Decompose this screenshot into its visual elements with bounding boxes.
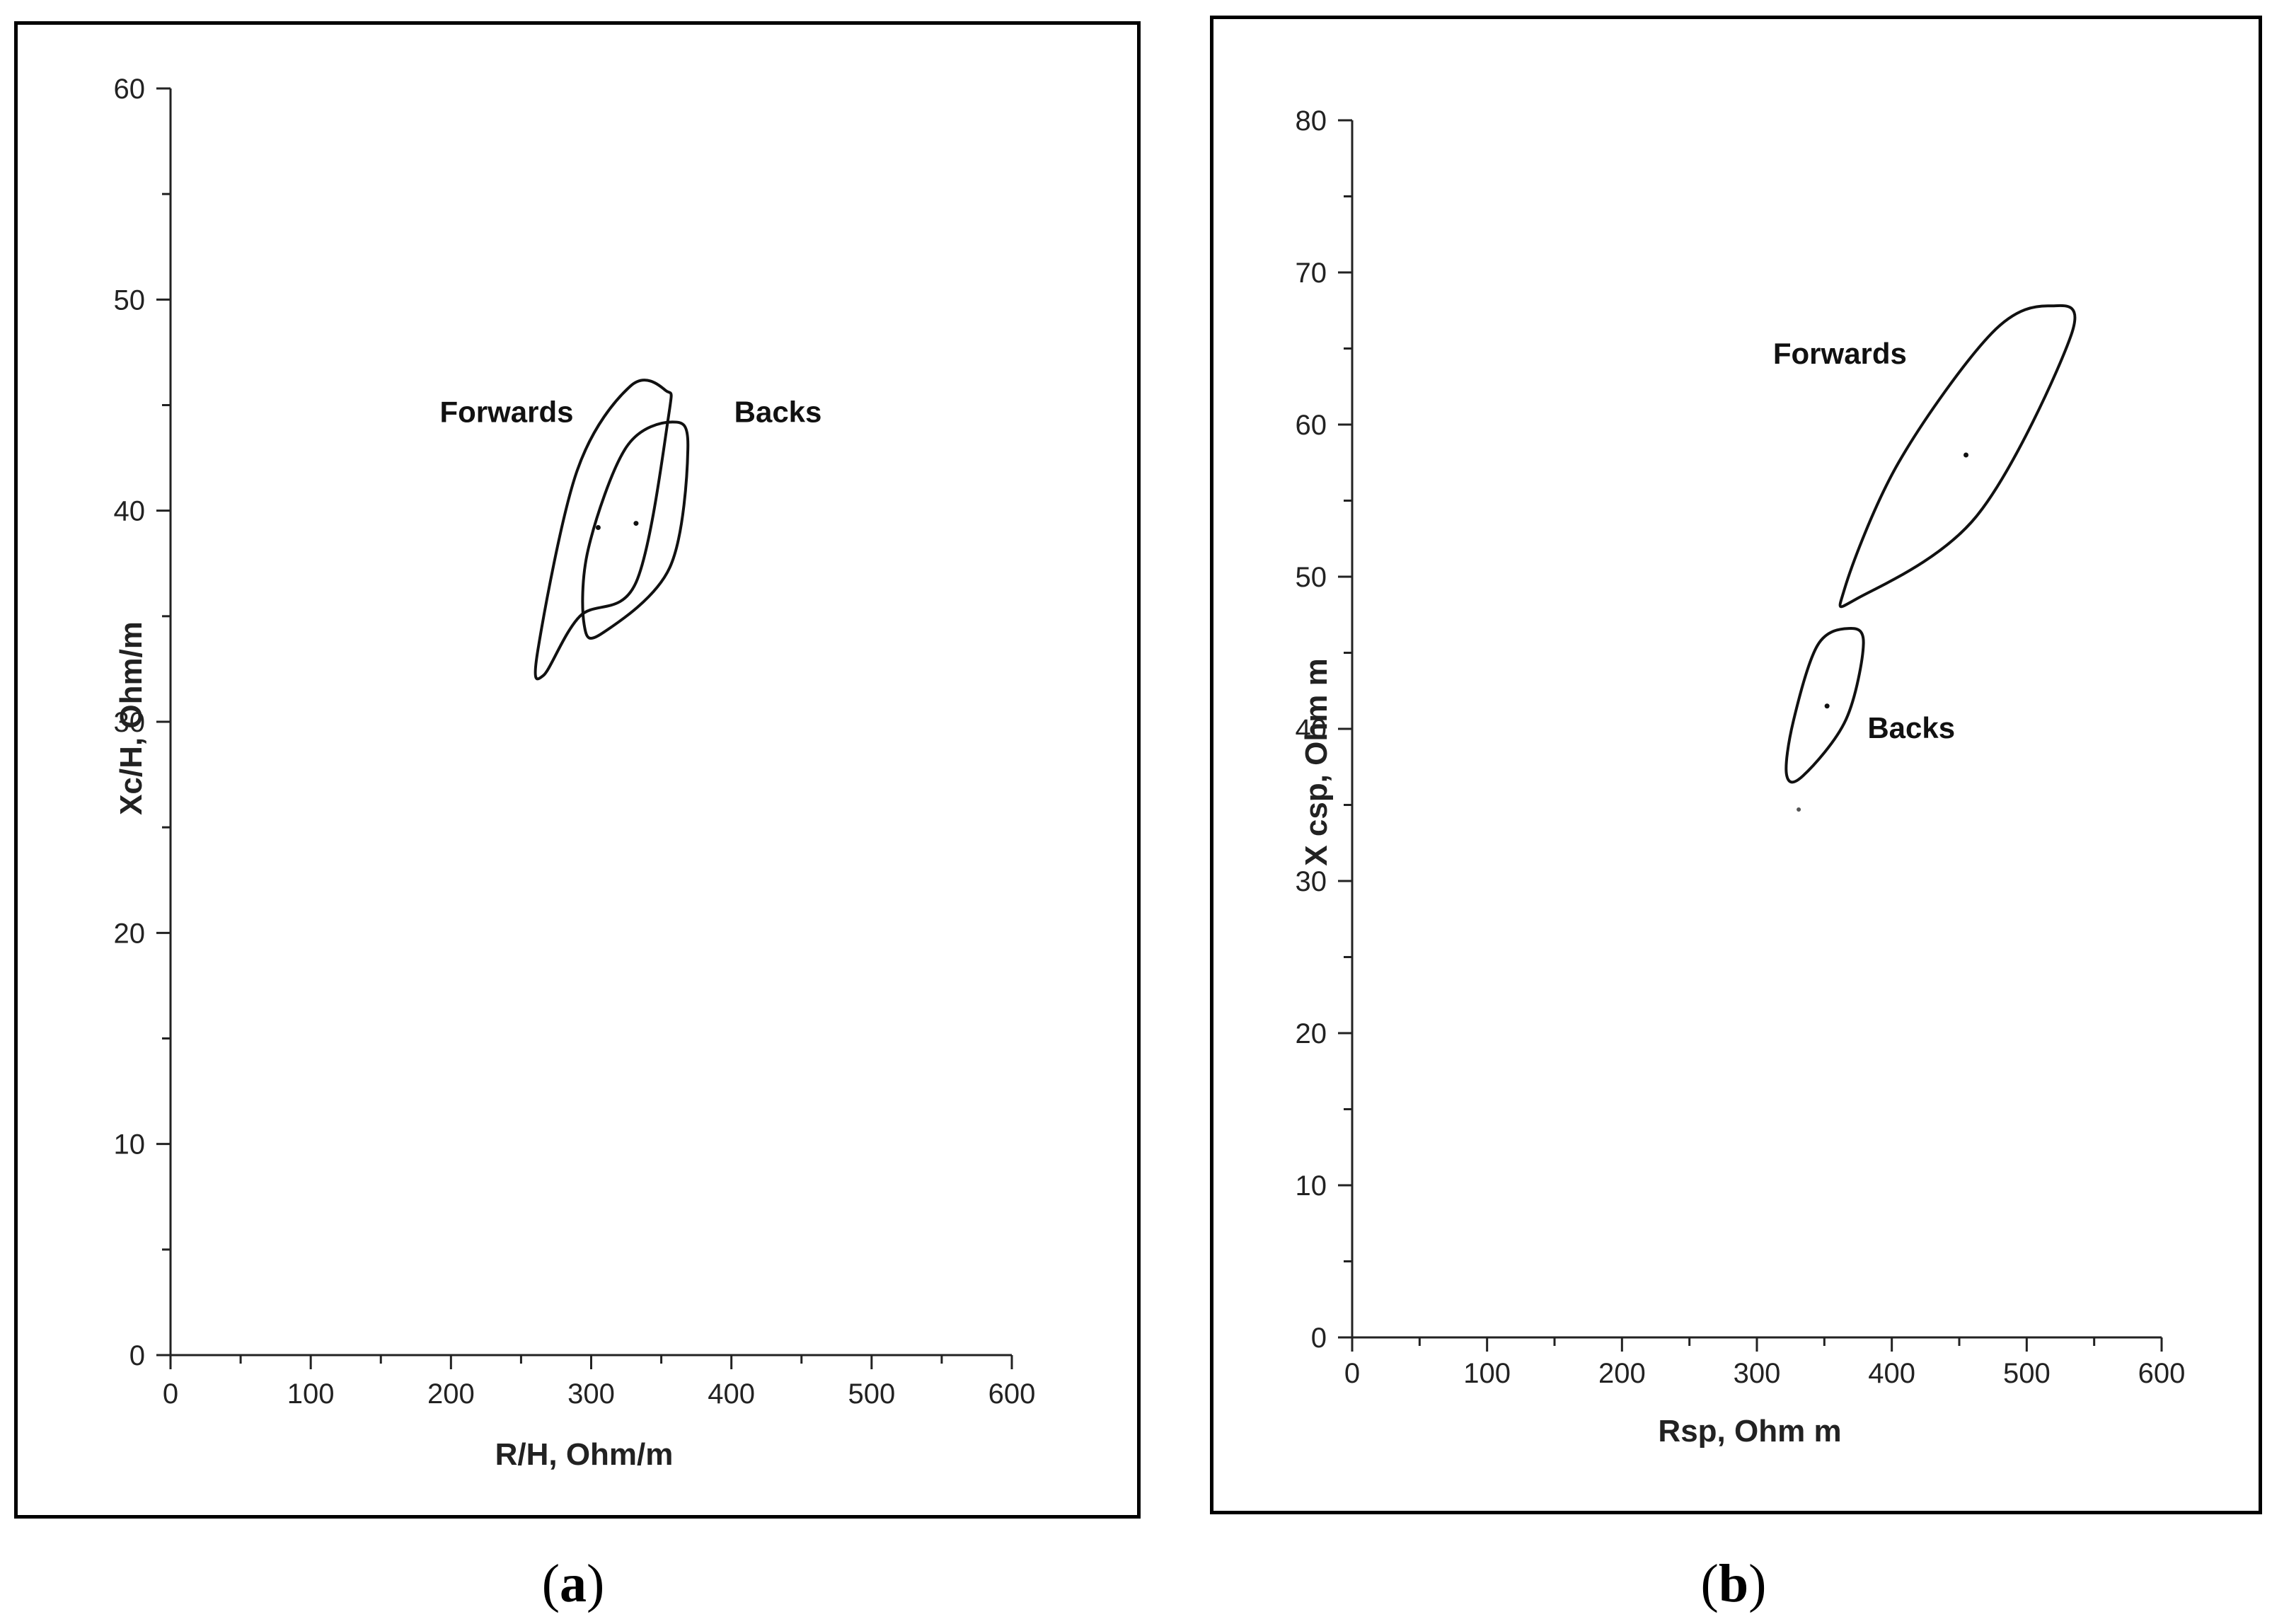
chart-a-x-tick-label: 500: [848, 1378, 895, 1410]
chart-a-x-tick-label: 400: [708, 1378, 755, 1410]
chart-b-y-axis-title: X csp, Ohm m: [1299, 658, 1334, 865]
chart-a-y-tick-label: 50: [114, 284, 146, 316]
chart-a-x-tick-label: 100: [287, 1378, 335, 1410]
chart-b-x-tick-label: 500: [2003, 1358, 2051, 1389]
chart-b-x-tick-label: 400: [1868, 1358, 1915, 1389]
chart-a-x-axis-title: R/H, Ohm/m: [495, 1437, 674, 1472]
chart-b-extra-point: [1797, 807, 1801, 812]
chart-b-backs-point: [1824, 703, 1830, 709]
chart-b-y-tick-label: 80: [1296, 105, 1327, 137]
chart-b-forwards-ellipse: [1838, 304, 2077, 609]
chart-panel-b: 0 10 20 30 40 50 60 70 80 0 100 200 300 400 500 600 Rsp,…: [1210, 16, 2262, 1514]
chart-a-forwards-label: Forwards: [439, 395, 573, 428]
chart-b-forwards-point: [1964, 452, 1969, 458]
chart-a-y-tick-label: 40: [114, 496, 146, 527]
caption-b-letter: b: [1718, 1554, 1749, 1613]
chart-b-x-axis-title: Rsp, Ohm m: [1658, 1414, 1841, 1449]
chart-b-y-tick-label: 50: [1296, 562, 1327, 593]
chart-b-x-tick-label: 300: [1734, 1358, 1781, 1389]
chart-panel-a: 0 10 20 30 40 50 60 0 100 200 300 400 500 600 R/H, Ohm…: [14, 21, 1141, 1519]
chart-b-backs-ellipse: [1784, 627, 1865, 784]
caption-b: (b): [1700, 1554, 1767, 1613]
chart-a-backs-ellipse: [581, 420, 690, 640]
chart-b-y-tick-label: 40: [1296, 714, 1327, 745]
chart-a-x-tick-label: 0: [163, 1378, 178, 1410]
chart-b-y-tick-label: 60: [1296, 410, 1327, 441]
chart-a-forwards-ellipse: [534, 379, 673, 681]
chart-b-y-tick-label: 70: [1296, 258, 1327, 289]
chart-a-y-tick-label: 60: [114, 74, 146, 105]
chart-b-svg: 0 10 20 30 40 50 60 70 80 0 100 200 300 400 500 600 Rsp,…: [1296, 105, 2186, 1449]
chart-a-y-tick-label: 20: [114, 918, 146, 949]
chart-a-y-tick-label: 0: [129, 1340, 145, 1371]
caption-a-letter: a: [560, 1554, 587, 1613]
chart-b-x-tick-label: 600: [2138, 1358, 2186, 1389]
chart-b-forwards-label: Forwards: [1773, 337, 1907, 370]
chart-a-backs-label: Backs: [734, 395, 822, 428]
chart-a-y-axis-title: Xc/H, Ohm/m: [114, 621, 149, 815]
chart-a-forwards-point: [595, 525, 601, 531]
chart-a-y-tick-label: 30: [114, 707, 146, 738]
chart-a-x-tick-label: 200: [427, 1378, 475, 1410]
chart-b-x-tick-label: 0: [1344, 1358, 1360, 1389]
chart-a-x-tick-label: 300: [567, 1378, 615, 1410]
chart-b-backs-label: Backs: [1867, 711, 1955, 744]
chart-a-backs-point: [633, 521, 639, 526]
chart-b-x-tick-label: 200: [1598, 1358, 1646, 1389]
chart-b-y-tick-label: 20: [1296, 1018, 1327, 1049]
chart-b-x-tick-label: 100: [1463, 1358, 1511, 1389]
chart-b-y-tick-label: 10: [1296, 1170, 1327, 1202]
chart-a-x-tick-label: 600: [988, 1378, 1036, 1410]
chart-a-y-tick-label: 10: [114, 1129, 146, 1161]
chart-b-y-tick-label: 0: [1311, 1323, 1327, 1354]
chart-b-y-tick-label: 30: [1296, 866, 1327, 897]
caption-a: (a): [541, 1554, 605, 1613]
